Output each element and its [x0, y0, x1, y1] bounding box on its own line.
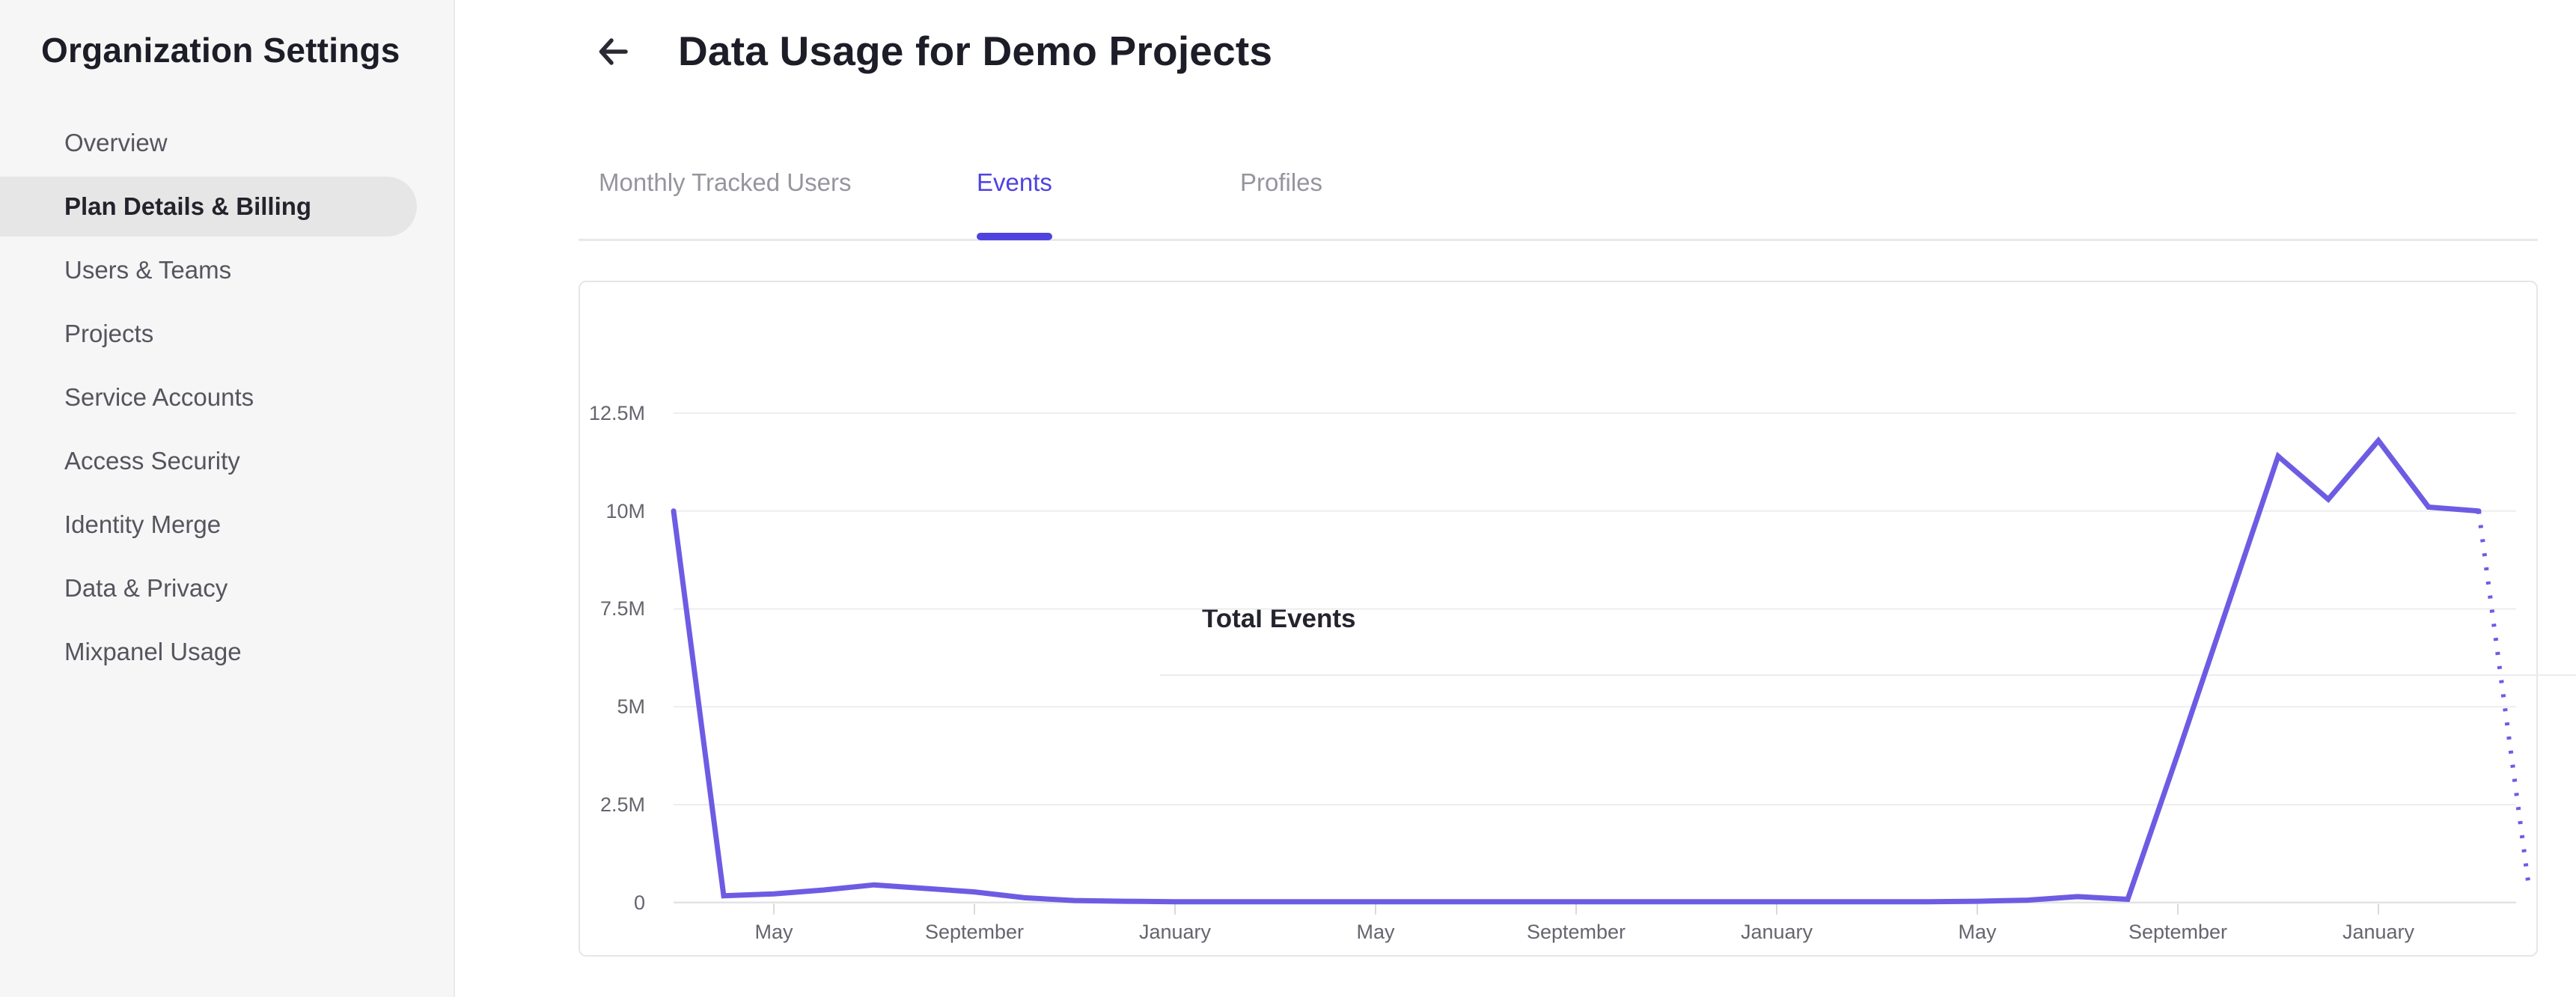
y-tick-label: 10M: [605, 499, 645, 522]
x-tick-label: May: [1958, 921, 1997, 943]
tab-monthly-tracked-users[interactable]: Monthly Tracked Users: [599, 168, 852, 196]
sidebar-item-mixpanel-usage[interactable]: Mixpanel Usage: [64, 638, 242, 665]
x-tick-label: May: [1356, 921, 1395, 943]
sidebar-item-overview[interactable]: Overview: [64, 129, 168, 156]
x-tick-label: January: [1138, 921, 1212, 943]
back-button[interactable]: [591, 31, 633, 73]
arrow-left-icon: [593, 37, 632, 73]
tab-events[interactable]: Events: [977, 166, 1052, 240]
x-tick-label: September: [2128, 921, 2228, 943]
sidebar-item-access-security[interactable]: Access Security: [64, 447, 240, 475]
sidebar-item-projects[interactable]: Projects: [64, 320, 154, 347]
page-title: Data Usage for Demo Projects: [678, 28, 1273, 74]
sidebar-item-identity-merge[interactable]: Identity Merge: [64, 510, 222, 538]
y-tick-label: 0: [633, 891, 645, 914]
x-tick-label: September: [1526, 921, 1626, 943]
sidebar-title: Organization Settings: [41, 31, 400, 70]
total-events-card: Total Events: [579, 281, 2576, 957]
tab-profiles[interactable]: Profiles: [1240, 168, 1323, 196]
x-tick-label: January: [2342, 921, 2415, 943]
y-tick-label: 5M: [617, 695, 645, 719]
sidebar-item-plan-details-billing[interactable]: Plan Details & Billing: [0, 177, 417, 237]
sidebar-item-users-teams[interactable]: Users & Teams: [64, 256, 232, 284]
sidebar-nav: Overview Plan Details & Billing Users & Te…: [0, 113, 455, 686]
y-tick-label: 2.5M: [599, 793, 645, 816]
sidebar: Organization Settings Overview Plan Detai…: [0, 0, 455, 997]
x-tick-label: January: [1740, 921, 1813, 943]
sidebar-item-data-privacy[interactable]: Data & Privacy: [64, 574, 228, 602]
card-title: Total Events: [1202, 604, 1356, 633]
x-tick-label: May: [754, 921, 793, 943]
tab-bar-border: [579, 239, 2538, 241]
y-tick-label: 7.5M: [599, 597, 645, 621]
sidebar-item-service-accounts[interactable]: Service Accounts: [64, 383, 254, 411]
x-tick-label: September: [924, 921, 1025, 943]
y-tick-label: 12.5M: [588, 402, 645, 424]
card-divider: [1160, 674, 2576, 676]
